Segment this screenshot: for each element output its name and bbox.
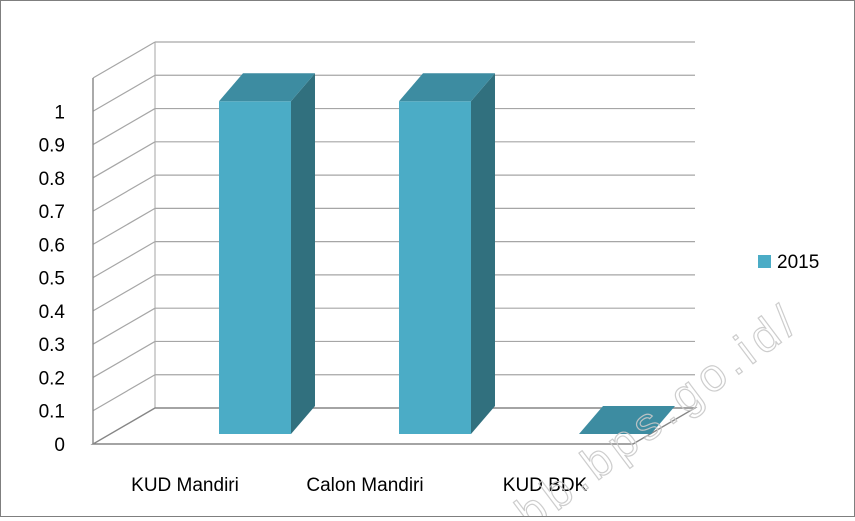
gridline-diagonal bbox=[92, 207, 156, 245]
watermark-text: bb.bps.go.id/ bbox=[506, 292, 810, 516]
gridline-diagonal bbox=[92, 241, 156, 279]
gridline-diagonal bbox=[92, 41, 156, 79]
bar-top-flat bbox=[579, 406, 675, 434]
bar-front bbox=[399, 101, 471, 434]
bar-front bbox=[219, 101, 291, 434]
gridline-diagonal bbox=[92, 340, 156, 378]
gridlines bbox=[92, 41, 695, 412]
y-tick-label: 0.1 bbox=[39, 402, 65, 423]
gridline-diagonal bbox=[92, 141, 156, 179]
y-tick-label: 0.7 bbox=[39, 202, 65, 223]
x-axis-category-labels: KUD Mandiri Calon Mandiri KUD BDK bbox=[131, 475, 587, 496]
legend: 2015 bbox=[758, 252, 819, 273]
gridline-diagonal bbox=[92, 374, 156, 412]
y-tick-label: 0.2 bbox=[39, 368, 65, 389]
gridline-diagonal bbox=[92, 274, 156, 312]
axes bbox=[90, 42, 698, 445]
y-tick-label: 0.4 bbox=[39, 302, 66, 323]
y-tick-label: 0.9 bbox=[39, 136, 65, 157]
bar-side bbox=[291, 73, 315, 434]
gridline-diagonal bbox=[92, 74, 156, 112]
x-category-label: Calon Mandiri bbox=[306, 475, 423, 496]
x-category-label: KUD BDK bbox=[503, 475, 588, 496]
legend-label-2015: 2015 bbox=[777, 252, 819, 273]
gridline-diagonal bbox=[92, 307, 156, 345]
gridline-diagonal bbox=[92, 174, 156, 212]
floor-plane bbox=[90, 407, 698, 445]
gridline-diagonal bbox=[92, 108, 156, 146]
bars bbox=[219, 73, 675, 434]
y-tick-label: 0.8 bbox=[39, 169, 65, 190]
y-tick-label: 0.5 bbox=[39, 269, 65, 290]
x-category-label: KUD Mandiri bbox=[131, 475, 239, 496]
bar-side bbox=[471, 73, 495, 434]
bar-top bbox=[219, 73, 315, 102]
legend-swatch-2015 bbox=[758, 255, 771, 268]
y-axis-tick-labels: 0 0.1 0.2 0.3 0.4 0.5 0.6 0.7 0.8 0.9 1 bbox=[39, 102, 66, 456]
y-tick-label: 1 bbox=[54, 102, 65, 123]
bar-top bbox=[399, 73, 495, 102]
y-tick-label: 0.3 bbox=[39, 335, 65, 356]
watermark: bb.bps.go.id/ bbox=[505, 291, 810, 521]
y-tick-label: 0 bbox=[54, 435, 65, 456]
y-tick-label: 0.6 bbox=[39, 235, 65, 256]
